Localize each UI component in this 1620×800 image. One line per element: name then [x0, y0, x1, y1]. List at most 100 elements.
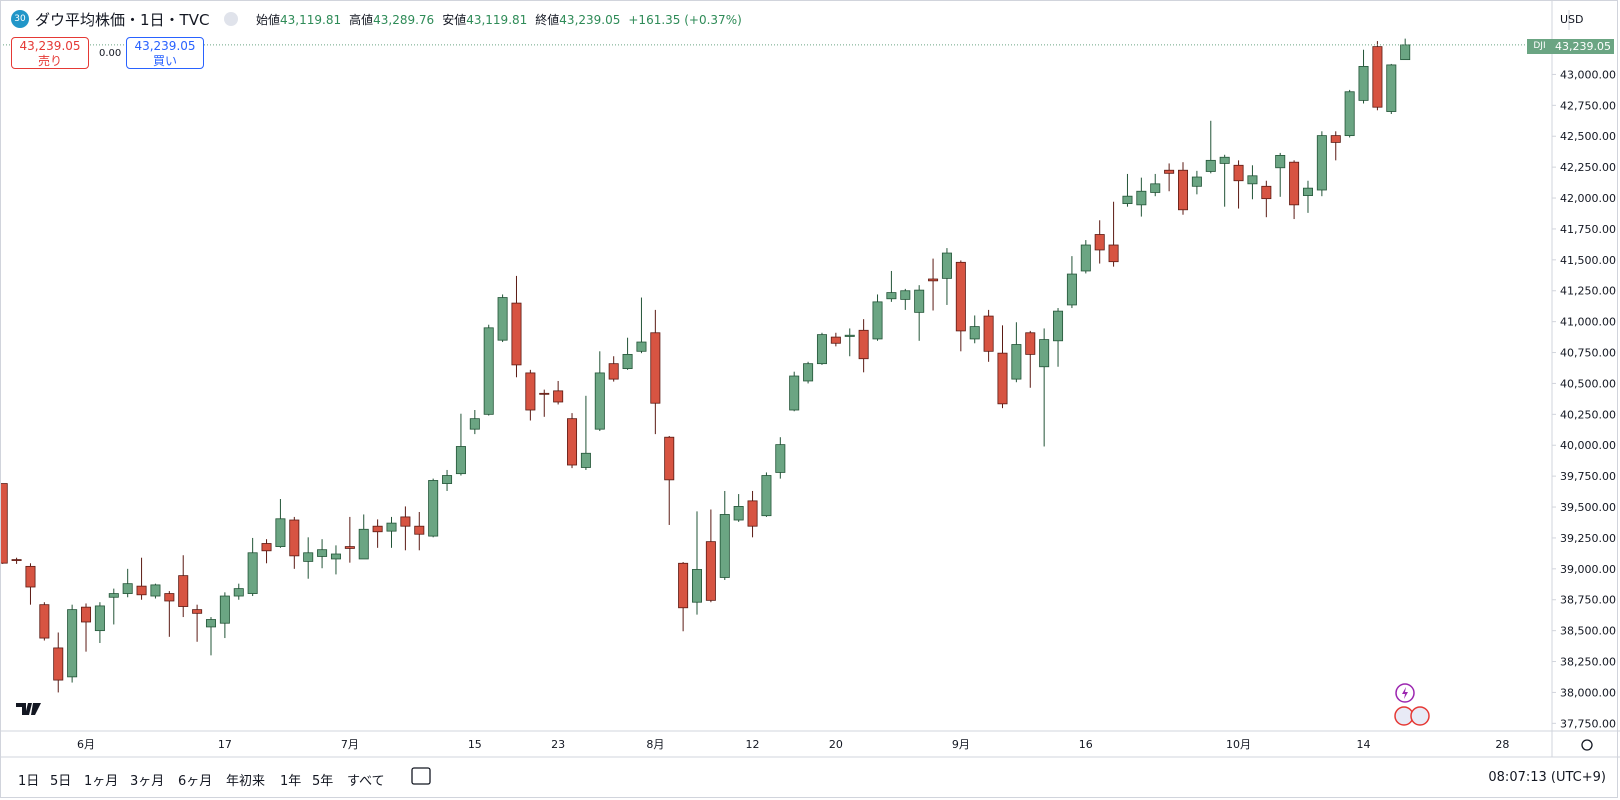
- candle-body: [428, 480, 439, 537]
- candle-body: [261, 543, 272, 552]
- x-tick-label: 14: [1357, 738, 1371, 751]
- candle-body: [1094, 234, 1105, 251]
- candle-body: [622, 353, 633, 370]
- candle-body: [25, 565, 36, 588]
- date-range-icon[interactable]: [411, 767, 431, 785]
- candle-body: [233, 588, 244, 597]
- y-tick-label: 40,750.00: [1560, 347, 1616, 360]
- candle-body: [1, 483, 8, 564]
- candle-body: [733, 506, 744, 521]
- candle-body: [67, 609, 78, 678]
- candle-body: [900, 290, 911, 300]
- candle-body: [11, 559, 22, 561]
- candle-body: [594, 372, 605, 430]
- y-tick-label: 38,000.00: [1560, 686, 1616, 699]
- candle-body: [886, 292, 897, 300]
- buy-label: 買い: [152, 54, 177, 68]
- status-icon[interactable]: [224, 12, 238, 26]
- candle-body: [1178, 169, 1189, 211]
- tradingview-logo: [16, 703, 41, 715]
- candle-body: [1053, 310, 1064, 342]
- candle-body: [692, 569, 703, 603]
- range-button[interactable]: 3ヶ月: [130, 774, 165, 789]
- y-tick-label: 39,750.00: [1560, 470, 1616, 483]
- y-axis: 37,750.00 38,000.00 38,250.00 38,500.00 38,7…: [1552, 68, 1616, 730]
- candle-body: [580, 452, 591, 468]
- candle-body: [39, 604, 50, 639]
- price-tag: 43,239.05: [1552, 39, 1614, 54]
- candle-body: [192, 609, 203, 614]
- ohlc-legend: 始値43,119.81 高値43,289.76 安値43,119.81 終値43,23…: [256, 11, 742, 28]
- range-button[interactable]: すべて: [347, 774, 385, 789]
- candle-body: [844, 334, 855, 337]
- y-tick-label: 39,500.00: [1560, 501, 1616, 514]
- y-tick-label: 38,500.00: [1560, 625, 1616, 638]
- candle-body: [455, 446, 466, 475]
- candle-body: [1372, 46, 1383, 108]
- symbol-title[interactable]: ダウ平均株価・1日・TVC: [35, 11, 210, 29]
- candle-body: [1275, 154, 1286, 169]
- buy-price: 43,239.05: [134, 39, 196, 53]
- candle-body: [317, 549, 328, 557]
- range-button[interactable]: 1年: [280, 774, 302, 789]
- range-button[interactable]: 6ヶ月: [178, 774, 213, 789]
- x-tick-label: 10月: [1226, 738, 1251, 751]
- range-button[interactable]: 1日: [18, 774, 40, 789]
- y-tick-label: 42,750.00: [1560, 99, 1616, 112]
- candle-body: [219, 595, 230, 624]
- candle-body: [1205, 159, 1216, 172]
- candle-body: [969, 326, 980, 340]
- x-tick-label: 12: [746, 738, 760, 751]
- y-tick-label: 40,000.00: [1560, 439, 1616, 452]
- x-tick-label: 9月: [952, 738, 970, 751]
- candle-body: [1039, 339, 1050, 368]
- ohlc-label: 高値: [349, 13, 374, 27]
- sell-price: 43,239.05: [19, 39, 81, 53]
- candle-body: [275, 518, 286, 547]
- earnings-icon[interactable]: [1410, 706, 1430, 726]
- candle-body: [1164, 169, 1175, 174]
- range-button[interactable]: 5日: [50, 774, 72, 789]
- sell-button[interactable]: 43,239.05 売り: [11, 37, 89, 69]
- ohlc-label: 安値: [442, 13, 467, 27]
- candle-body: [497, 297, 508, 341]
- range-button[interactable]: 年初来: [226, 774, 266, 789]
- candle-body: [816, 334, 827, 365]
- candle-body: [469, 418, 480, 430]
- candle-body: [1302, 187, 1313, 196]
- y-tick-label: 43,000.00: [1560, 68, 1616, 81]
- candle-body: [386, 522, 397, 532]
- candle-body: [1330, 135, 1341, 143]
- candle-body: [858, 329, 869, 360]
- candle-body: [1316, 135, 1327, 191]
- candle-body: [289, 519, 300, 557]
- event-icon-bolt: [1402, 687, 1408, 699]
- candle-body: [608, 363, 619, 380]
- candle-body: [650, 332, 661, 404]
- candle-body: [553, 390, 564, 403]
- y-tick-label: 39,000.00: [1560, 563, 1616, 576]
- candle-body: [678, 562, 689, 609]
- range-button[interactable]: 1ヶ月: [84, 774, 119, 789]
- plot-area: [1, 38, 1552, 693]
- candle-body: [830, 336, 841, 344]
- candle-body: [247, 552, 258, 594]
- x-tick-label: 7月: [341, 738, 359, 751]
- candle-body: [719, 514, 730, 578]
- y-tick-label: 42,500.00: [1560, 130, 1616, 143]
- spread: 0.00: [99, 48, 122, 59]
- ohlc-value: 43,289.76: [373, 13, 435, 27]
- currency-selector[interactable]: USD: [1560, 13, 1584, 26]
- candle-body: [1344, 91, 1355, 137]
- candle-body: [1150, 183, 1161, 193]
- range-button[interactable]: 5年: [312, 774, 334, 789]
- buy-button[interactable]: 43,239.05 買い: [126, 37, 204, 69]
- settings-icon[interactable]: [1581, 739, 1593, 751]
- candle-body: [1219, 156, 1230, 164]
- candle-body: [1191, 176, 1202, 187]
- candle-body: [303, 552, 314, 562]
- candle-body: [414, 525, 425, 535]
